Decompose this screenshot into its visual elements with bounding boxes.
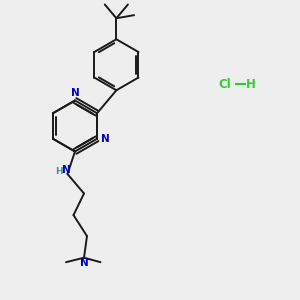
Text: H: H [55, 167, 63, 176]
Text: N: N [80, 258, 88, 268]
Text: N: N [70, 88, 80, 98]
Text: N: N [101, 134, 110, 144]
Text: Cl: Cl [219, 77, 231, 91]
Text: H: H [246, 77, 255, 91]
Text: N: N [61, 165, 70, 175]
